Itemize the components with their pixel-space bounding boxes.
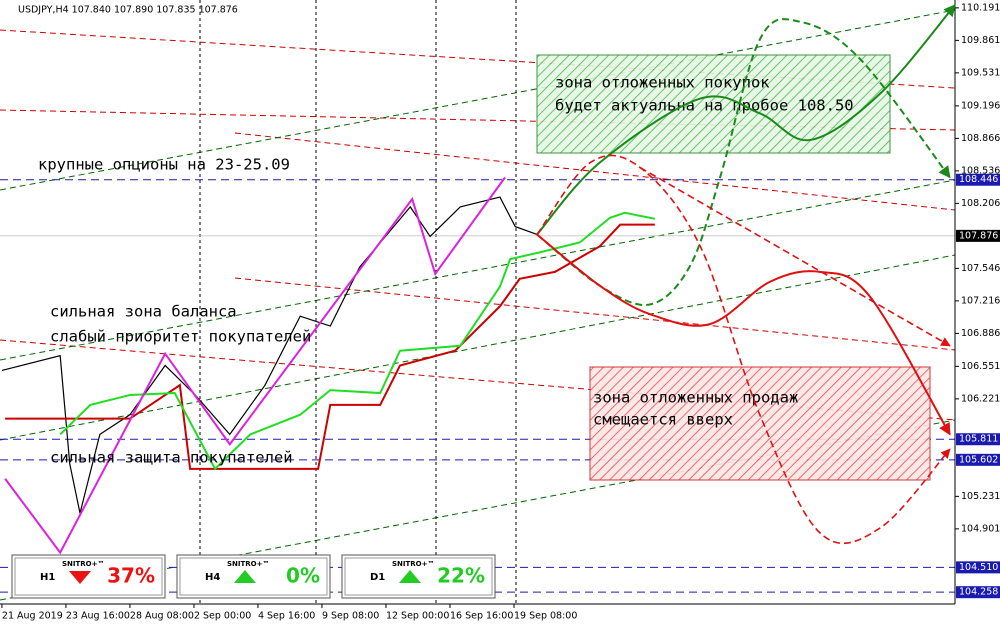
- level-label-bg: [956, 586, 1000, 599]
- y-tick-label: 109.531: [961, 67, 1000, 78]
- x-tick-label: 28 Aug 08:00: [130, 611, 194, 622]
- level-label: 108.446: [959, 174, 998, 185]
- series-line: [4, 176, 506, 555]
- level-label: 104.258: [959, 587, 998, 598]
- y-tick-label: 106.221: [961, 393, 1000, 404]
- level-label: 105.811: [959, 434, 998, 445]
- y-tick-label: 108.866: [961, 133, 1000, 144]
- channel-line: [0, 179, 955, 361]
- annotation: зона отложенных продаж: [593, 389, 798, 407]
- widget-inner: [14, 557, 163, 596]
- widget-timeframe: D1: [370, 572, 385, 583]
- series-line: [59, 211, 655, 471]
- buy-zone: [536, 54, 891, 154]
- symbol-header: USDJPY,H4 107.840 107.890 107.835 107.87…: [18, 5, 238, 16]
- widget-inner: [179, 557, 328, 596]
- level-label-bg: [956, 561, 1000, 574]
- y-tick-label: 106.551: [961, 361, 1000, 372]
- x-tick-label: 23 Aug 16:00: [66, 611, 130, 622]
- y-tick-label: 108.206: [961, 198, 1000, 209]
- y-tick-label: 104.901: [961, 523, 1000, 534]
- y-tick-label: 107.546: [961, 263, 1000, 274]
- annotation: слабый приоритет покупателей: [50, 328, 311, 346]
- channel-line: [0, 9, 955, 191]
- y-tick-label: 110.191: [961, 2, 1000, 13]
- y-tick-label: 107.216: [961, 295, 1000, 306]
- widget-timeframe: H4: [205, 572, 220, 583]
- series-line: [536, 18, 951, 307]
- y-tick-label: 109.861: [961, 35, 1000, 46]
- x-tick-label: 19 Sep 08:00: [514, 611, 577, 622]
- sell-zone: [589, 366, 931, 481]
- y-tick-label: 106.886: [961, 328, 1000, 339]
- series-line: [536, 4, 956, 236]
- widget-inner: [344, 557, 493, 596]
- series-line: [536, 154, 951, 545]
- annotation: зона отложенных покупок: [555, 74, 770, 92]
- x-tick-label: 12 Sep 00:00: [386, 611, 449, 622]
- widget-arrow: [234, 570, 256, 583]
- x-tick-label: 4 Sep 16:00: [258, 611, 315, 622]
- widget-timeframe: H1: [40, 572, 55, 583]
- y-tick-label: 105.231: [961, 491, 1000, 502]
- level-label-bg: [956, 173, 1000, 186]
- annotation: будет актуальна на пробое 108.50: [555, 97, 854, 115]
- annotation: сильная защита покупателей: [50, 449, 293, 467]
- series-line: [5, 223, 655, 470]
- x-tick-label: 9 Sep 08:00: [322, 611, 379, 622]
- level-label: 104.510: [959, 562, 998, 573]
- annotation: крупные опционы на 23-25.09: [38, 156, 290, 174]
- widget-value: 37%: [107, 564, 155, 588]
- price-label-bg: [956, 229, 1000, 242]
- annotation: сильная зона баланса: [50, 303, 237, 321]
- widget-arrow: [69, 571, 91, 584]
- y-tick-label: 109.196: [961, 100, 1000, 111]
- widget-arrow: [399, 570, 421, 583]
- widget-box: [176, 554, 331, 599]
- widget-value: 22%: [437, 564, 485, 588]
- annotation: смещается вверх: [593, 411, 733, 429]
- x-tick-label: 16 Sep 16:00: [450, 611, 513, 622]
- widget-brand: SNITRO+™: [62, 560, 105, 568]
- channels: [0, 0, 955, 604]
- channel-line: [234, 277, 955, 351]
- x-tick-label: 21 Aug 2019: [2, 611, 63, 622]
- level-label-bg: [956, 433, 1000, 446]
- widget-value: 0%: [286, 564, 320, 588]
- channel-line: [0, 254, 955, 441]
- level-label: 105.602: [959, 454, 998, 465]
- price-label: 107.876: [959, 230, 998, 241]
- channel-line: [234, 132, 955, 211]
- widget-brand: SNITRO+™: [227, 560, 270, 568]
- widget-box: [341, 554, 496, 599]
- widget-brand: SNITRO+™: [392, 560, 435, 568]
- x-tick-label: 2 Sep 00:00: [194, 611, 251, 622]
- level-label-bg: [956, 453, 1000, 466]
- widget-box: [11, 554, 166, 599]
- series-line: [639, 166, 951, 347]
- y-tick-label: 108.536: [961, 165, 1000, 176]
